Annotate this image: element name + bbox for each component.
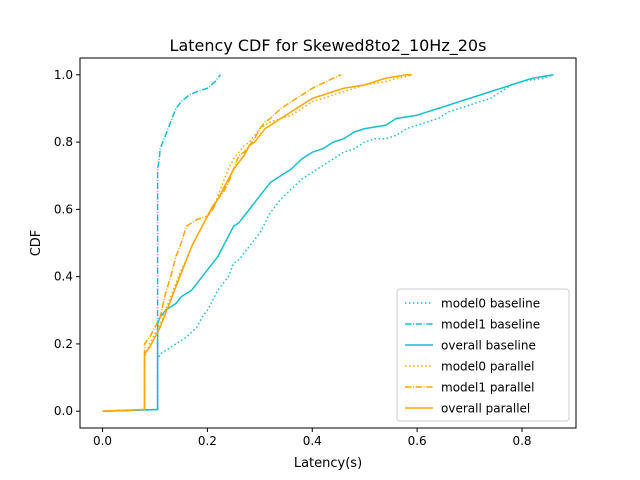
y-tick-label: 0.4 (54, 270, 73, 284)
chart-title: Latency CDF for Skewed8to2_10Hz_20s (170, 36, 487, 56)
axes-frame (79, 57, 577, 429)
y-tick-label: 0.0 (54, 404, 73, 418)
legend-label: model1 parallel (441, 381, 534, 395)
legend-label: model0 baseline (441, 297, 540, 311)
legend: model0 baseline model1 baseline overall ba… (396, 288, 570, 422)
x-tick-label: 0.6 (408, 434, 427, 448)
series-line-model0-baseline (102, 74, 554, 412)
legend-label: overall parallel (441, 402, 530, 416)
legend-label: overall baseline (441, 339, 536, 353)
legend-box (396, 288, 570, 422)
series-line-overall-parallel (102, 74, 412, 412)
x-tick-label: 0.8 (512, 434, 531, 448)
x-tick-label: 0.0 (93, 434, 112, 448)
series-line-model0-parallel (102, 74, 413, 412)
y-tick-label: 0.8 (54, 135, 73, 149)
x-axis-label: Latency(s) (294, 456, 362, 471)
x-tick-label: 0.2 (198, 434, 217, 448)
ticks-layer: 0.0 0.2 0.4 0.6 0.8 0.0 0.2 0.4 0.6 0.8 1.0 (54, 68, 532, 448)
y-tick-label: 1.0 (54, 68, 73, 82)
legend-label: model0 parallel (441, 360, 534, 374)
legend-label: model1 baseline (441, 318, 540, 332)
x-tick-label: 0.4 (303, 434, 322, 448)
y-tick-label: 0.6 (54, 202, 73, 216)
y-axis-label: CDF (29, 230, 44, 257)
series-layer (102, 74, 554, 412)
series-line-overall-baseline (102, 74, 554, 412)
y-tick-label: 0.2 (54, 337, 73, 351)
series-line-model1-parallel (102, 74, 342, 412)
series-line-model1-baseline (102, 74, 222, 412)
